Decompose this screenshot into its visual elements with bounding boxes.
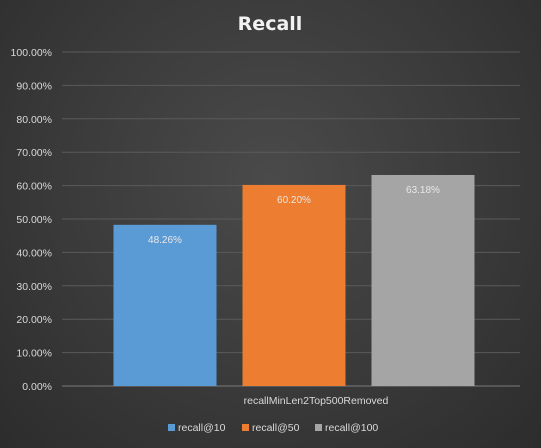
bar-recall-at-50: [243, 185, 346, 386]
legend-label: recall@50: [252, 422, 300, 434]
y-tick-label: 90.00%: [16, 80, 52, 92]
bars: [114, 175, 475, 386]
legend-label: recall@10: [178, 422, 226, 434]
bar-recall-at-10: [114, 225, 217, 386]
legend-item: recall@50: [242, 422, 300, 434]
y-tick-label: 100.00%: [11, 47, 52, 59]
y-tick-label: 80.00%: [16, 114, 52, 126]
y-tick-label: 30.00%: [16, 281, 52, 293]
y-tick-label: 20.00%: [16, 314, 52, 326]
data-label: 60.20%: [277, 195, 311, 206]
x-tick-label: recallMinLen2Top500Removed: [244, 395, 389, 407]
legend-swatch: [168, 424, 175, 431]
legend-label: recall@100: [325, 422, 378, 434]
y-tick-label: 70.00%: [16, 147, 52, 159]
y-tick-label: 40.00%: [16, 247, 52, 259]
y-tick-label: 10.00%: [16, 348, 52, 360]
x-axis-ticks: recallMinLen2Top500Removed: [244, 395, 389, 407]
legend-swatch: [242, 424, 249, 431]
legend: recall@10 recall@50 recall@100: [168, 422, 378, 434]
y-tick-label: 60.00%: [16, 181, 52, 193]
data-label: 63.18%: [406, 185, 440, 196]
y-tick-label: 0.00%: [22, 381, 52, 393]
y-axis-ticks: 0.00% 10.00% 20.00% 30.00% 40.00% 50.00% 60.00…: [11, 47, 52, 393]
data-label: 48.26%: [148, 235, 182, 246]
legend-item: recall@100: [315, 422, 378, 434]
y-tick-label: 50.00%: [16, 214, 52, 226]
bar-recall-at-100: [372, 175, 475, 386]
legend-swatch: [315, 424, 322, 431]
legend-item: recall@10: [168, 422, 226, 434]
chart-title: Recall: [238, 13, 303, 35]
